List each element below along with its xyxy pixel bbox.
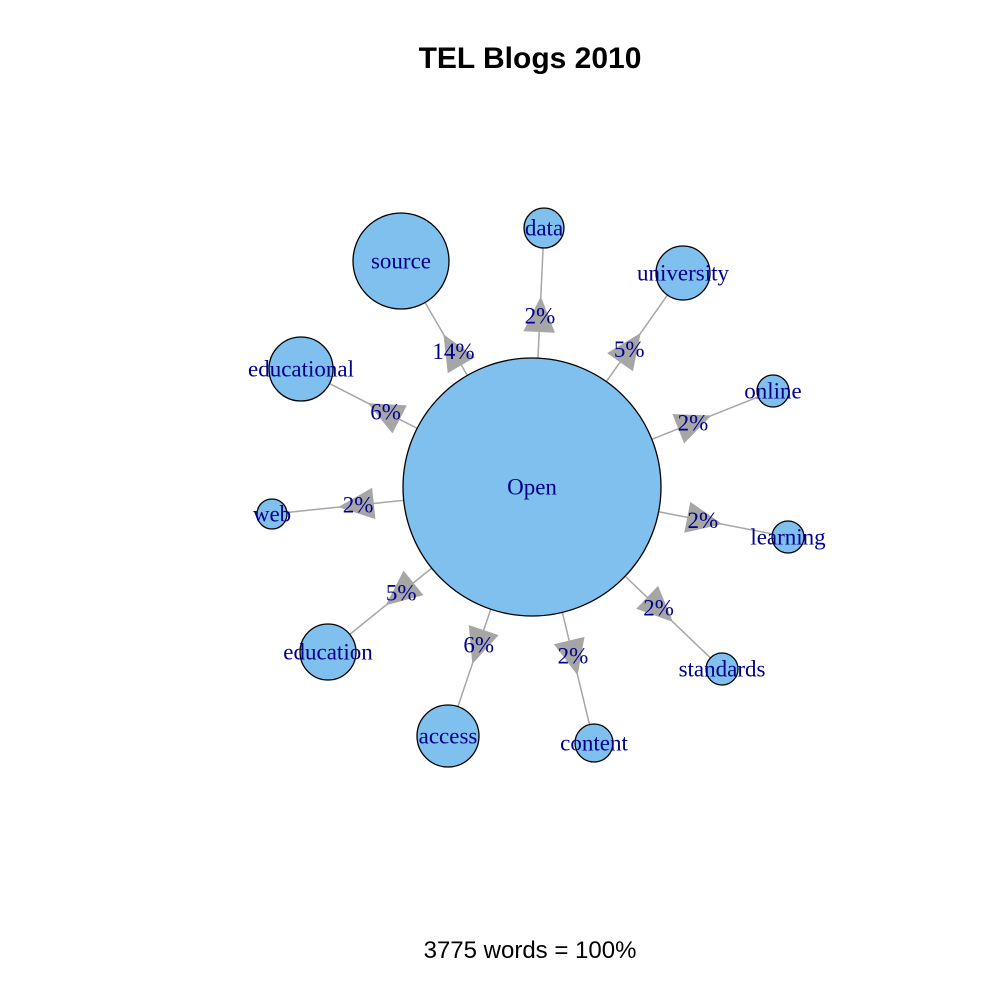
edge-percent-label-educational: 6% — [370, 400, 401, 425]
edge-arrow-data — [523, 296, 555, 333]
edge-arrow-online — [672, 414, 712, 444]
node-web — [256, 498, 288, 530]
node-university — [655, 245, 711, 301]
edge-arrow-web — [338, 487, 376, 520]
node-learning — [771, 520, 805, 554]
edge-percent-label-standards: 2% — [643, 596, 674, 621]
node-educational — [268, 336, 334, 402]
edge-arrow-university — [607, 332, 641, 372]
center-node — [402, 357, 662, 617]
node-label-access: access — [419, 724, 478, 749]
node-standards — [705, 652, 739, 686]
node-label-data: data — [525, 216, 563, 241]
edge-percent-label-content: 2% — [558, 643, 589, 668]
node-label-content: content — [560, 731, 628, 756]
edge-percent-label-university: 5% — [614, 337, 645, 362]
edge-arrow-source — [443, 334, 476, 374]
node-access — [416, 704, 480, 768]
label-layer: 14% source 2% data 5% university 2% online 2% lea… — [248, 216, 826, 756]
node-education — [299, 623, 357, 681]
edge-percent-label-education: 5% — [386, 580, 417, 605]
edge-arrow-educational — [367, 403, 407, 434]
edge-percent-label-online: 2% — [678, 410, 709, 435]
page-title: TEL Blogs 2010 — [418, 42, 642, 75]
edge-percent-label-learning: 2% — [687, 508, 718, 533]
node-source — [352, 212, 450, 310]
edge-arrow-content — [553, 636, 585, 676]
node-label-university: university — [637, 261, 729, 286]
node-data — [523, 207, 565, 249]
node-online — [756, 374, 790, 408]
edge-percent-label-access: 6% — [463, 633, 494, 658]
node-label-online: online — [744, 379, 802, 404]
node-content — [574, 723, 614, 763]
node-label-learning: learning — [750, 525, 826, 550]
node-layer — [256, 207, 805, 768]
edge-layer — [286, 247, 773, 725]
edge-arrow-learning — [684, 501, 723, 533]
center-node-label: Open — [507, 475, 557, 500]
word-count-footer: 3775 words = 100% — [423, 937, 637, 964]
node-label-web: web — [253, 502, 291, 527]
edge-percent-label-web: 2% — [343, 493, 374, 518]
node-label-standards: standards — [679, 657, 766, 682]
node-label-source: source — [371, 249, 431, 274]
edge-percent-label-data: 2% — [525, 304, 556, 329]
node-label-education: education — [283, 640, 373, 665]
edge-percent-label-source: 14% — [432, 339, 474, 364]
edge-arrow-access — [468, 625, 499, 664]
edge-arrow-education — [385, 570, 424, 606]
node-label-educational: educational — [248, 357, 354, 382]
edge-arrow-standards — [636, 585, 673, 623]
